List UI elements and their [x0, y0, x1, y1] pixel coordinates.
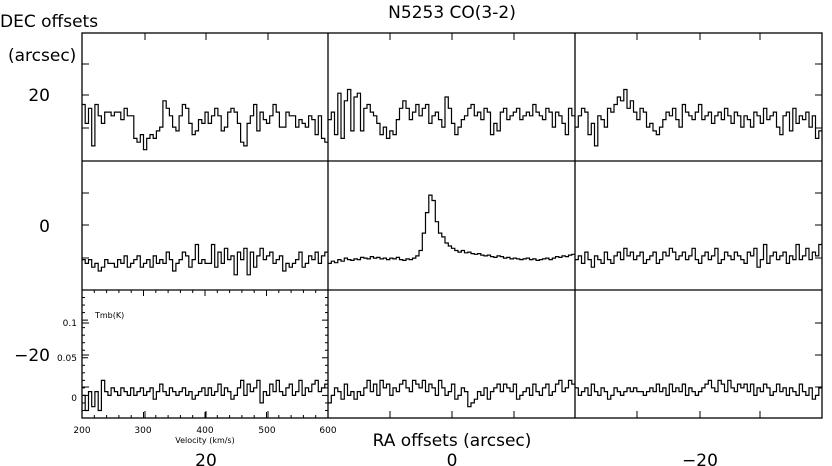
spectrum-line-5 — [575, 243, 822, 268]
velocity-tick-label: 500 — [258, 426, 275, 436]
spectrum-y-axis-label: Tmb(K) — [94, 311, 124, 320]
spectrum-line-1 — [328, 88, 575, 139]
spectra-grid — [82, 88, 822, 412]
tmb-tick-label: 0.1 — [63, 319, 77, 329]
y-axis-label-line1: DEC offsets — [0, 12, 98, 32]
spectrum-line-8 — [575, 379, 822, 400]
spectrum-line-6 — [82, 379, 328, 412]
dec-tick-label-0: 0 — [39, 217, 50, 237]
velocity-tick-label: 300 — [134, 426, 151, 436]
velocity-tick-label: 400 — [196, 426, 213, 436]
tmb-tick-label: 0 — [71, 394, 77, 404]
dec-tick-label-minus20: −20 — [14, 346, 50, 366]
spectrum-line-7 — [328, 379, 575, 408]
map-frame — [81, 32, 823, 419]
tmb-tick-label: 0.05 — [57, 354, 77, 364]
velocity-tick-label: 600 — [319, 426, 336, 436]
spectrum-line-4 — [328, 194, 575, 264]
ra-tick-label-minus20: −20 — [682, 451, 718, 466]
outer-frame — [81, 32, 823, 419]
spectrum-x-axis-label: Velocity (km/s) — [175, 436, 234, 445]
dec-tick-label-20: 20 — [28, 86, 50, 106]
spectrum-line-0 — [82, 100, 328, 151]
ra-tick-label-0: 0 — [447, 451, 458, 466]
spectrum-line-3 — [82, 243, 328, 276]
ra-tick-label-20: 20 — [195, 451, 217, 466]
velocity-tick-label: 200 — [73, 426, 90, 436]
spectrum-line-2 — [575, 88, 822, 147]
x-axis-label: RA offsets (arcsec) — [373, 431, 532, 451]
y-axis-label-line2: (arcsec) — [8, 46, 76, 66]
chart-title: N5253 CO(3-2) — [388, 3, 516, 23]
